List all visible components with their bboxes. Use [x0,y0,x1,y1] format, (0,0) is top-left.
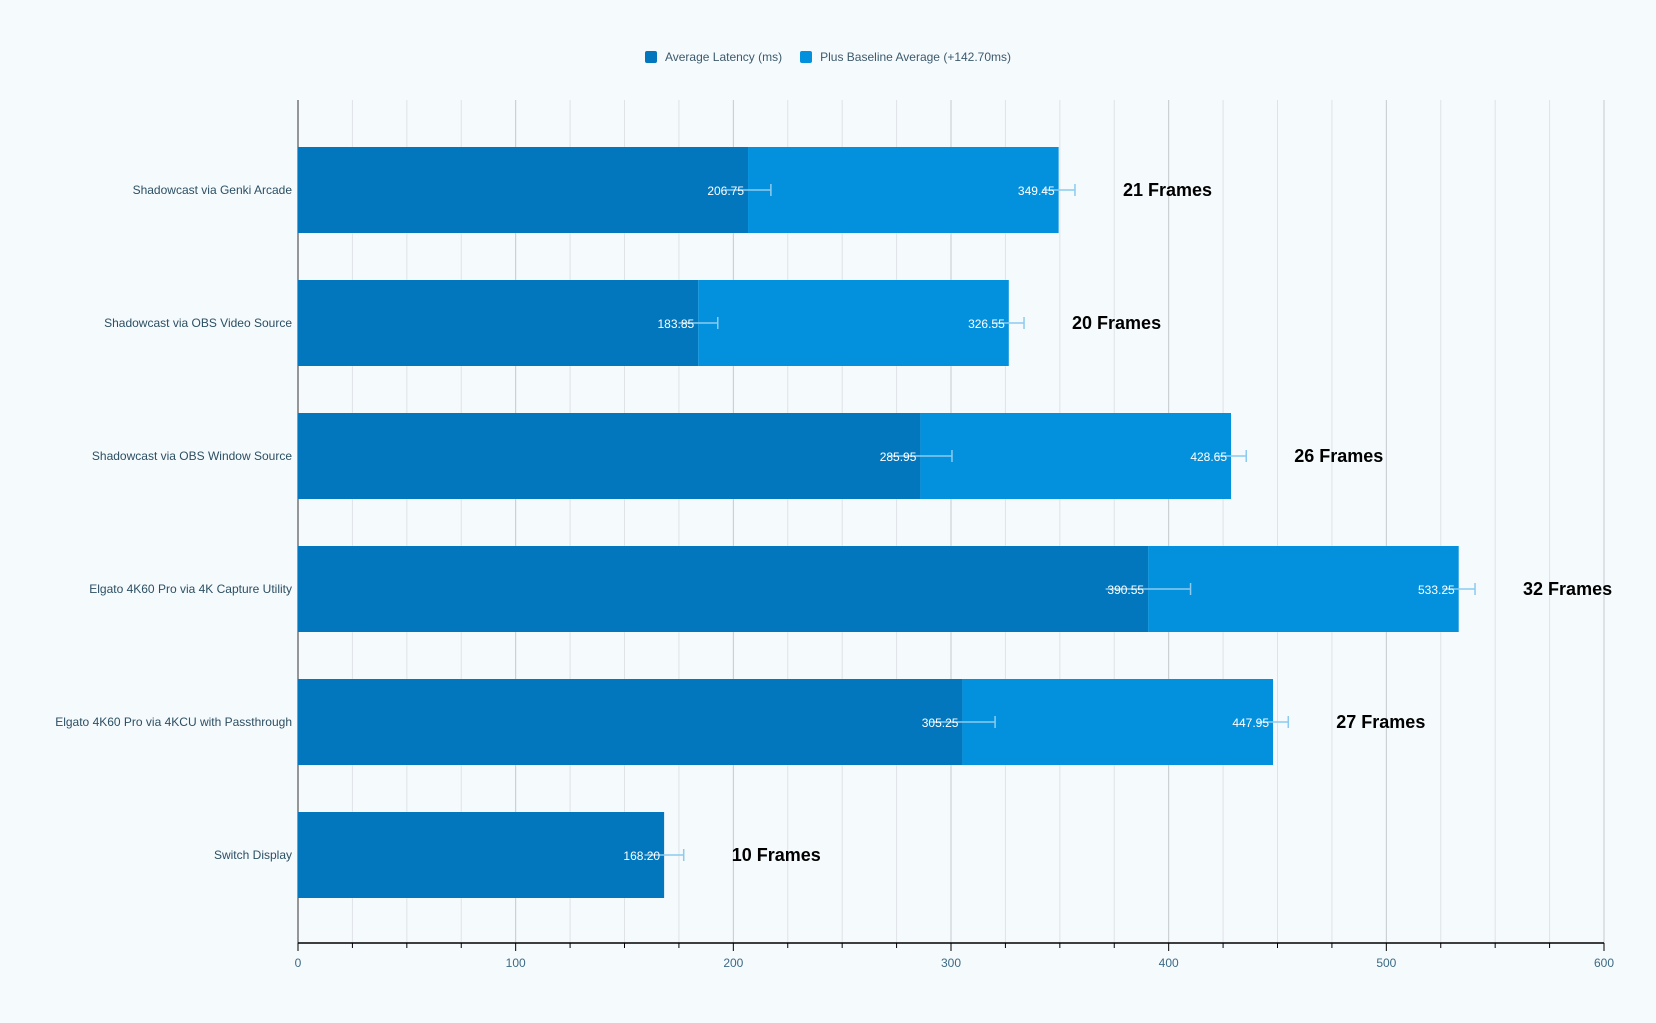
category-label: Elgato 4K60 Pro via 4K Capture Utility [89,582,292,596]
legend-swatch [800,51,813,63]
legend-item[interactable]: Plus Baseline Average (+142.70ms) [800,50,1011,64]
legend: Average Latency (ms) Plus Baseline Averag… [0,50,1656,64]
bar-average-latency [298,679,963,765]
data-label: 349.45 [1018,184,1055,198]
bar-plus-baseline [698,280,1009,366]
legend-label: Average Latency (ms) [664,50,783,64]
data-label: 326.55 [968,317,1005,331]
x-tick-label: 500 [1376,956,1396,970]
bar-average-latency [298,413,921,499]
x-tick-label: 600 [1594,956,1614,970]
bar-average-latency [298,546,1149,632]
frames-annotation: 32 Frames [1523,579,1612,599]
frames-annotation: 27 Frames [1336,712,1425,732]
bar-plus-baseline [920,413,1232,499]
bar-plus-baseline [1148,546,1459,632]
x-tick-label: 0 [295,956,302,970]
frames-annotation: 10 Frames [732,845,821,865]
frames-annotation: 20 Frames [1072,313,1161,333]
legend-label: Plus Baseline Average (+142.70ms) [820,50,1012,64]
bar-plus-baseline [748,147,1059,233]
x-tick-label: 300 [941,956,961,970]
x-tick-label: 200 [723,956,743,970]
frames-annotation: 21 Frames [1123,180,1212,200]
bar-plus-baseline [962,679,1274,765]
category-label: Shadowcast via OBS Window Source [92,449,292,463]
data-label: 305.25 [922,716,959,730]
frames-annotation: 26 Frames [1294,446,1383,466]
data-label: 285.95 [880,450,917,464]
x-tick-label: 100 [506,956,526,970]
data-label: 390.55 [1107,583,1144,597]
category-label: Shadowcast via Genki Arcade [133,183,293,197]
x-tick-label: 400 [1159,956,1179,970]
bar-average-latency [298,812,665,898]
data-label: 428.65 [1190,450,1227,464]
category-label: Switch Display [214,848,292,862]
legend-item[interactable]: Average Latency (ms) [644,50,783,64]
data-label: 168.20 [623,849,660,863]
category-label: Shadowcast via OBS Video Source [104,316,292,330]
data-label: 206.75 [707,184,744,198]
data-label: 183.85 [657,317,694,331]
data-label: 533.25 [1418,583,1455,597]
bar-average-latency [298,147,749,233]
bar-average-latency [298,280,699,366]
data-label: 447.95 [1232,716,1269,730]
legend-swatch [644,51,657,63]
category-label: Elgato 4K60 Pro via 4KCU with Passthroug… [55,715,292,729]
